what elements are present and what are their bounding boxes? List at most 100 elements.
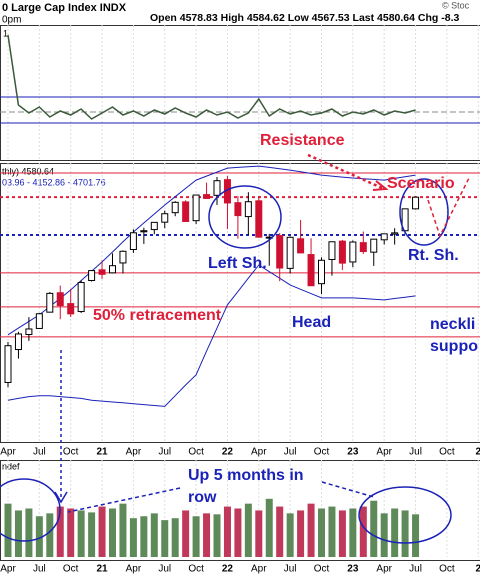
x-tick-label: 21	[96, 564, 108, 575]
candle-body	[25, 328, 33, 335]
annotation: row	[188, 489, 217, 506]
volume-bar	[380, 513, 388, 557]
volume-bar	[391, 508, 399, 557]
candle-body	[338, 240, 346, 264]
price-panel	[0, 163, 480, 443]
volume-bar	[255, 510, 263, 557]
volume-bar	[244, 503, 252, 557]
candle-body	[401, 208, 409, 232]
candle-body	[119, 250, 127, 264]
candle-body	[276, 235, 284, 269]
volume-bar	[67, 508, 75, 557]
price-label: thly) 4580.64	[2, 166, 54, 176]
annotation: Resistance	[260, 132, 345, 149]
annotation: Rt. Sh.	[408, 247, 459, 264]
volume-bar	[349, 508, 357, 557]
x-tick-label: Jul	[284, 447, 297, 458]
volume-bar	[223, 506, 231, 557]
candle-body	[129, 232, 137, 251]
x-tick-label: Apr	[126, 447, 142, 458]
volume-bar	[328, 506, 336, 557]
candle-body	[14, 333, 22, 351]
candle-body	[140, 230, 148, 233]
x-tick-label: Jul	[409, 447, 422, 458]
annotation: Left Sh.	[208, 255, 267, 272]
indicator-panel	[0, 25, 480, 161]
x-tick-label: Jul	[158, 447, 171, 458]
quote: Open 4578.83 High 4584.62 Low 4567.53 La…	[150, 12, 459, 24]
annotation: Head	[292, 314, 331, 331]
x-tick-label: Apr	[0, 564, 16, 575]
indicator-line	[7, 34, 416, 120]
volume-bar	[338, 510, 346, 557]
x-tick-label: Apr	[0, 447, 16, 458]
annotation: Scenario	[387, 175, 455, 192]
volume-bar	[359, 506, 367, 557]
scenario-path	[427, 175, 471, 238]
resistance-arrow	[307, 153, 383, 190]
volume-bar	[192, 516, 200, 557]
volume-bar	[14, 510, 22, 557]
candle-body	[150, 221, 158, 231]
volume-circle	[0, 478, 61, 542]
volume-bar	[140, 516, 148, 557]
x-tick-label: Jul	[33, 447, 46, 458]
volume-bar	[150, 513, 158, 557]
x-tick-label: 22	[222, 564, 234, 575]
upper-band	[7, 165, 416, 336]
candle-body	[255, 200, 263, 238]
x-tick-label: Apr	[126, 564, 142, 575]
volume-bar	[412, 514, 420, 557]
volume-bar	[35, 516, 43, 557]
x-tick-label: Apr	[376, 564, 392, 575]
annotation: 50% retracement	[93, 307, 222, 324]
candle-body	[328, 241, 336, 260]
source: © Stoc	[442, 0, 470, 10]
bands-label: 03.96 - 4152.86 - 4701.76	[2, 177, 106, 187]
volume-bar	[276, 506, 284, 557]
candle-body	[234, 202, 242, 217]
candle-body	[171, 201, 179, 214]
right-shoulder-circle	[399, 178, 449, 246]
x-tick-label: Oct	[188, 447, 204, 458]
volume-circle	[358, 486, 452, 544]
annotation-shapes	[0, 153, 471, 544]
x-tick-label: 22	[222, 447, 234, 458]
volume-bar	[286, 513, 294, 557]
volume-bar	[213, 514, 221, 557]
volume-bar	[318, 508, 325, 557]
volume-bar	[161, 520, 169, 557]
left-shoulder-circle	[208, 185, 282, 249]
candle-body	[192, 194, 200, 222]
volume-bar	[25, 508, 33, 557]
chart-title: 0 Large Cap Index INDX	[2, 2, 127, 14]
x-tick-label: Oct	[439, 447, 455, 458]
x-tick-label: Jul	[33, 564, 46, 575]
volume-bar	[401, 510, 409, 557]
candle-body	[203, 194, 211, 199]
volume-arrow	[321, 481, 375, 498]
x-tick-label: Oct	[314, 564, 330, 575]
volume-bar	[56, 506, 64, 557]
x-tick-label: Oct	[188, 564, 204, 575]
x-tick-label: 23	[347, 447, 359, 458]
lower-band	[7, 264, 416, 407]
candle-body	[182, 201, 190, 222]
x-tick-label: 23	[347, 564, 359, 575]
volume-bar	[265, 498, 273, 557]
indicator-label: 1	[3, 28, 8, 38]
x-tick-label: Oct	[63, 447, 79, 458]
volume-bar	[234, 508, 242, 557]
annotation: Up 5 months in	[188, 467, 304, 484]
volume-bar	[203, 513, 211, 557]
time: 0pm	[2, 15, 21, 26]
candle-body	[109, 265, 116, 274]
volume-bar	[46, 513, 54, 557]
annotation: neckli	[430, 316, 475, 333]
candle-body	[77, 282, 85, 313]
candle-body	[318, 259, 325, 285]
x-tick-label: Oct	[314, 447, 330, 458]
volume-bar	[109, 508, 116, 557]
candle-body	[349, 241, 357, 263]
